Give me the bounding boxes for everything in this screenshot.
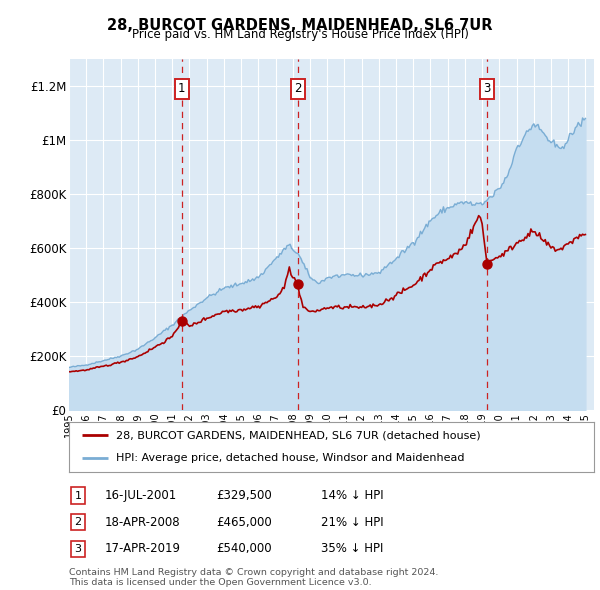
Text: 18-APR-2008: 18-APR-2008 (105, 516, 181, 529)
Text: 2: 2 (294, 83, 302, 96)
Text: 28, BURCOT GARDENS, MAIDENHEAD, SL6 7UR (detached house): 28, BURCOT GARDENS, MAIDENHEAD, SL6 7UR … (116, 430, 481, 440)
Text: 21% ↓ HPI: 21% ↓ HPI (321, 516, 383, 529)
Text: 16-JUL-2001: 16-JUL-2001 (105, 489, 177, 502)
Text: 1: 1 (74, 491, 82, 500)
Text: 1: 1 (178, 83, 185, 96)
Text: £540,000: £540,000 (216, 542, 272, 555)
Text: Contains HM Land Registry data © Crown copyright and database right 2024.
This d: Contains HM Land Registry data © Crown c… (69, 568, 439, 587)
Text: 3: 3 (484, 83, 491, 96)
Text: £329,500: £329,500 (216, 489, 272, 502)
Text: 35% ↓ HPI: 35% ↓ HPI (321, 542, 383, 555)
Text: Price paid vs. HM Land Registry's House Price Index (HPI): Price paid vs. HM Land Registry's House … (131, 28, 469, 41)
Text: 2: 2 (74, 517, 82, 527)
Text: 17-APR-2019: 17-APR-2019 (105, 542, 181, 555)
Text: 3: 3 (74, 544, 82, 553)
Text: HPI: Average price, detached house, Windsor and Maidenhead: HPI: Average price, detached house, Wind… (116, 454, 465, 464)
Text: 28, BURCOT GARDENS, MAIDENHEAD, SL6 7UR: 28, BURCOT GARDENS, MAIDENHEAD, SL6 7UR (107, 18, 493, 32)
Text: £465,000: £465,000 (216, 516, 272, 529)
Text: 14% ↓ HPI: 14% ↓ HPI (321, 489, 383, 502)
